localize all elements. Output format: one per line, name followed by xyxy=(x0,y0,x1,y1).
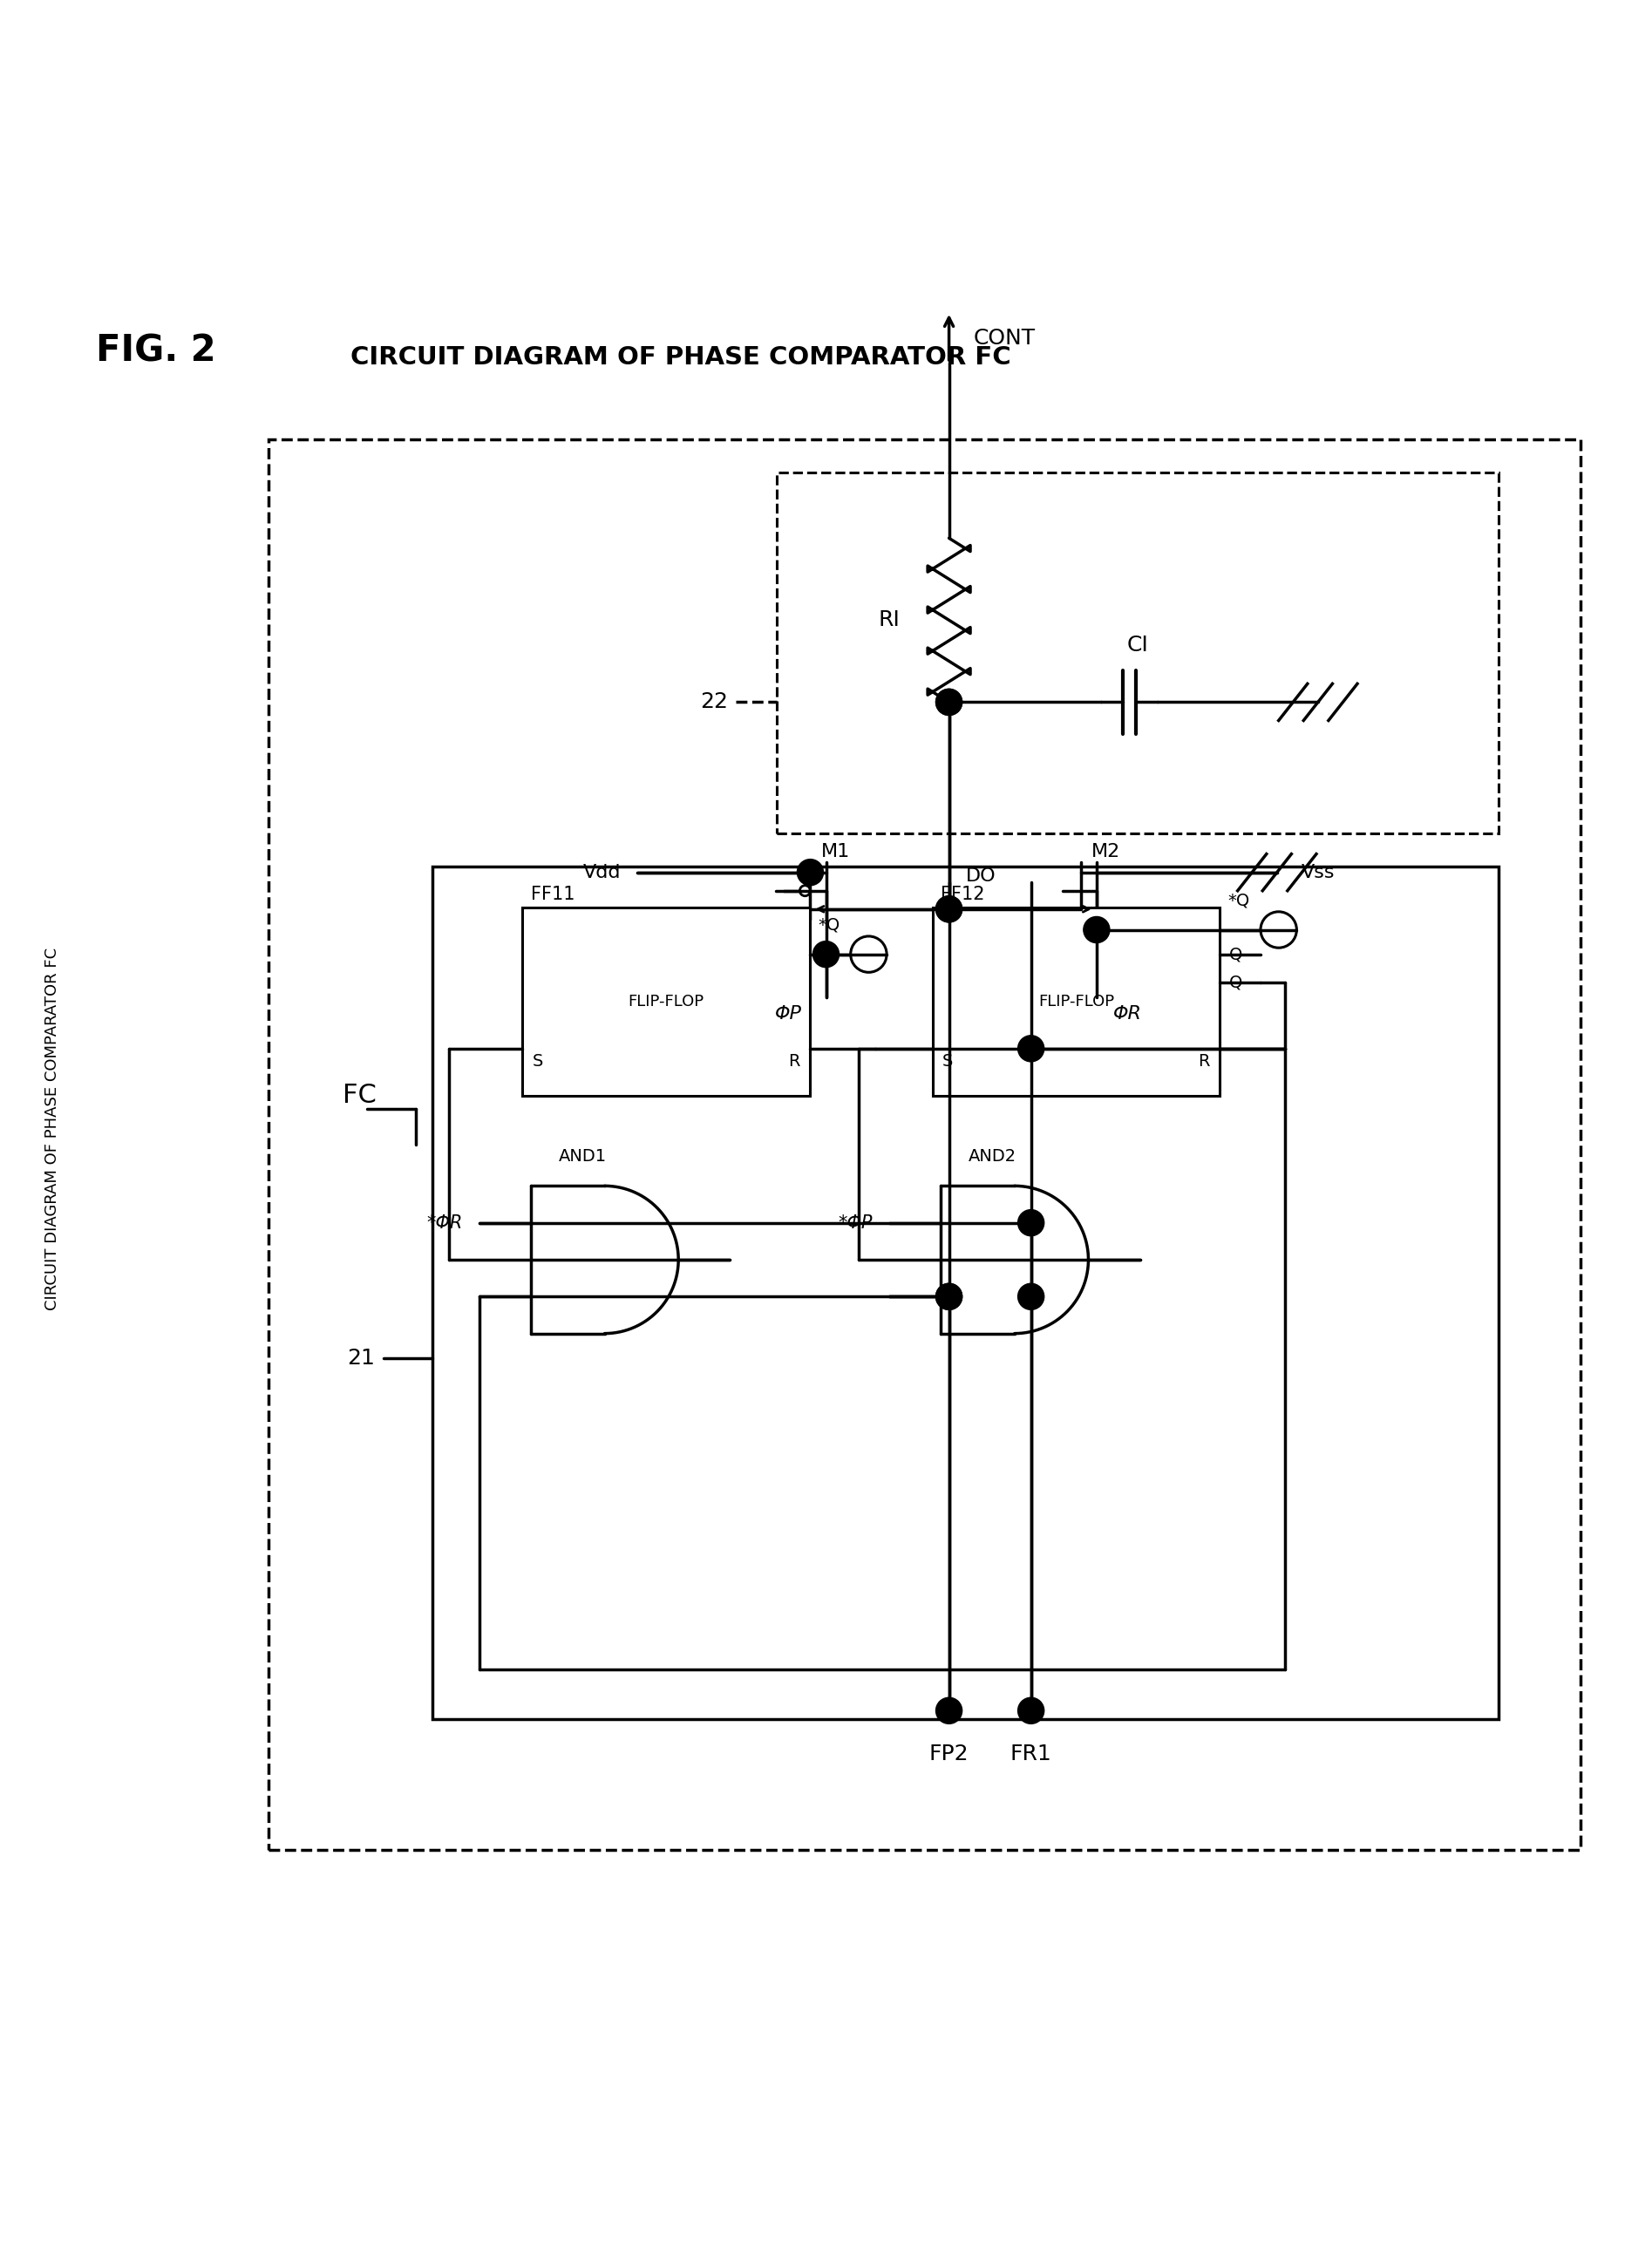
Text: FR1: FR1 xyxy=(1009,1742,1052,1765)
Circle shape xyxy=(937,1284,961,1309)
Text: FP2: FP2 xyxy=(928,1742,968,1765)
Text: AND1: AND1 xyxy=(558,1149,606,1165)
Circle shape xyxy=(937,688,961,715)
Circle shape xyxy=(937,896,961,923)
Circle shape xyxy=(1084,916,1110,943)
Text: R: R xyxy=(1198,1054,1209,1070)
Text: S: S xyxy=(942,1054,953,1070)
Text: FF12: FF12 xyxy=(940,885,985,903)
Text: *ΦR: *ΦR xyxy=(426,1214,463,1232)
Text: CIRCUIT DIAGRAM OF PHASE COMPARATOR FC: CIRCUIT DIAGRAM OF PHASE COMPARATOR FC xyxy=(45,948,59,1309)
Text: DO: DO xyxy=(965,867,996,885)
Text: FF11: FF11 xyxy=(530,885,575,903)
Text: FLIP-FLOP: FLIP-FLOP xyxy=(628,993,704,1009)
Text: RI: RI xyxy=(879,609,900,630)
Bar xyxy=(433,867,1498,1720)
Bar xyxy=(933,907,1219,1095)
Circle shape xyxy=(937,1697,961,1724)
Text: 22: 22 xyxy=(700,691,727,713)
Text: ΦR: ΦR xyxy=(1113,1004,1142,1022)
Text: Q: Q xyxy=(1229,975,1242,991)
Text: Vss: Vss xyxy=(1302,864,1335,880)
Bar xyxy=(522,907,809,1095)
Text: *Q: *Q xyxy=(818,916,839,932)
Text: Vdd: Vdd xyxy=(583,864,621,880)
Circle shape xyxy=(813,941,839,968)
Circle shape xyxy=(937,896,961,923)
Text: CIRCUIT DIAGRAM OF PHASE COMPARATOR FC: CIRCUIT DIAGRAM OF PHASE COMPARATOR FC xyxy=(350,345,1011,370)
Text: S: S xyxy=(532,1054,544,1070)
Text: *Q: *Q xyxy=(1227,892,1251,910)
Circle shape xyxy=(1018,1036,1044,1061)
Circle shape xyxy=(1018,1284,1044,1309)
Bar xyxy=(776,472,1498,833)
Text: AND2: AND2 xyxy=(968,1149,1016,1165)
Text: Q: Q xyxy=(1229,946,1242,961)
Circle shape xyxy=(937,688,961,715)
Text: M2: M2 xyxy=(1092,842,1120,860)
Text: M1: M1 xyxy=(821,842,849,860)
Circle shape xyxy=(937,1284,961,1309)
Circle shape xyxy=(1018,1697,1044,1724)
Text: CONT: CONT xyxy=(973,327,1036,348)
Text: 21: 21 xyxy=(347,1347,375,1368)
Text: ΦP: ΦP xyxy=(775,1004,801,1022)
Bar xyxy=(268,440,1581,1851)
Circle shape xyxy=(798,860,823,885)
Text: FIG. 2: FIG. 2 xyxy=(96,332,216,370)
Text: FLIP-FLOP: FLIP-FLOP xyxy=(1037,993,1113,1009)
Text: R: R xyxy=(788,1054,800,1070)
Text: CI: CI xyxy=(1127,634,1148,655)
Text: FC: FC xyxy=(342,1083,377,1108)
Circle shape xyxy=(1018,1210,1044,1237)
Text: *ΦP: *ΦP xyxy=(838,1214,872,1232)
